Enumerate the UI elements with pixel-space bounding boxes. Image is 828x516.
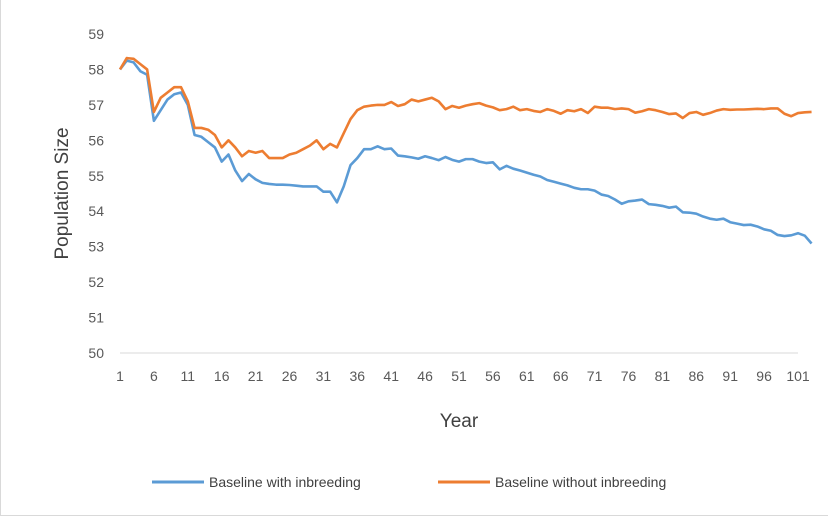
x-tick-label: 6 bbox=[150, 368, 158, 384]
x-tick-label: 81 bbox=[655, 368, 671, 384]
x-tick-label: 86 bbox=[689, 368, 705, 384]
x-tick-label: 51 bbox=[451, 368, 467, 384]
x-tick-label: 36 bbox=[350, 368, 366, 384]
series-line-inbreeding bbox=[118, 59, 813, 245]
x-tick-label: 46 bbox=[417, 368, 433, 384]
x-tick-label: 76 bbox=[621, 368, 637, 384]
x-tick-label: 41 bbox=[383, 368, 399, 384]
x-tick-label: 1 bbox=[116, 368, 124, 384]
legend-label-no-inbreeding: Baseline without inbreeding bbox=[495, 474, 666, 490]
y-tick-label: 53 bbox=[88, 239, 104, 255]
x-tick-label: 21 bbox=[248, 368, 264, 384]
x-tick-label: 71 bbox=[587, 368, 603, 384]
y-tick-label: 57 bbox=[88, 97, 104, 113]
x-axis-title: Year bbox=[440, 411, 479, 432]
series-layer bbox=[118, 56, 813, 245]
x-tick-label: 66 bbox=[553, 368, 569, 384]
y-tick-label: 50 bbox=[88, 345, 104, 361]
y-tick-label: 59 bbox=[88, 26, 104, 42]
x-tick-label: 26 bbox=[282, 368, 298, 384]
x-tick-label: 61 bbox=[519, 368, 535, 384]
y-axis-title: Population Size bbox=[52, 127, 73, 259]
y-tick-label: 51 bbox=[88, 310, 104, 326]
series-line-no-inbreeding bbox=[118, 56, 812, 160]
y-tick-label: 52 bbox=[88, 274, 104, 290]
x-tick-label: 101 bbox=[786, 368, 810, 384]
y-tick-label: 54 bbox=[88, 203, 104, 219]
x-tick-label: 96 bbox=[756, 368, 772, 384]
y-tick-label: 55 bbox=[88, 168, 104, 184]
x-tick-label: 16 bbox=[214, 368, 230, 384]
y-tick-label: 56 bbox=[88, 132, 104, 148]
legend-label-inbreeding: Baseline with inbreeding bbox=[209, 474, 361, 490]
x-axis-ticks: 1 6 11 16 21 26 31 36 41 46 51 56 61 66 71 76 81 86 91 96 10… bbox=[116, 368, 810, 384]
x-tick-label: 91 bbox=[722, 368, 738, 384]
x-tick-label: 56 bbox=[485, 368, 501, 384]
x-tick-label: 31 bbox=[316, 368, 332, 384]
legend: Baseline with inbreeding Baseline withou… bbox=[152, 474, 666, 490]
y-axis-ticks: 50 51 52 53 54 55 56 57 58 59 bbox=[88, 26, 104, 361]
y-tick-label: 58 bbox=[88, 61, 104, 77]
x-tick-label: 11 bbox=[181, 368, 196, 384]
